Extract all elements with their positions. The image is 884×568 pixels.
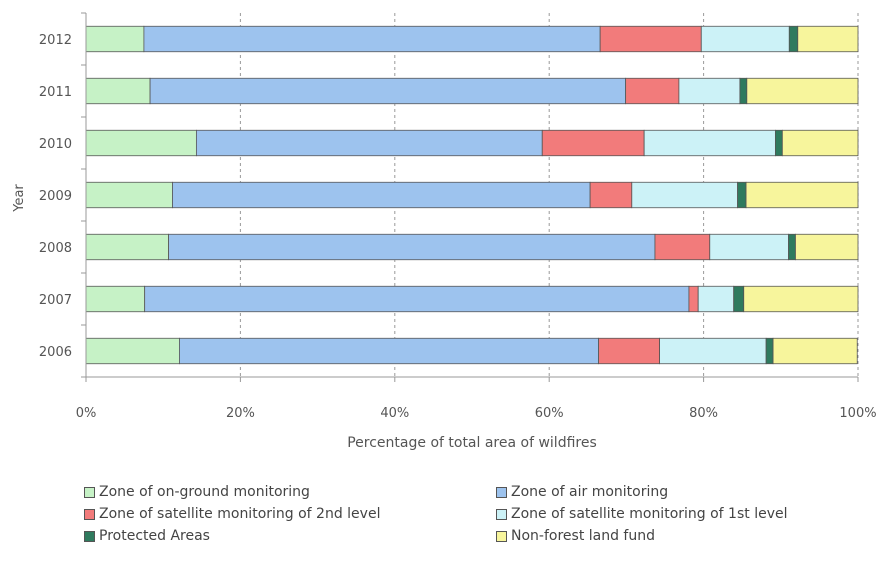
y-tick-labels: 2012 2011 2010 2009 2008 2007 2006 [39,12,86,378]
legend-item: Zone of on-ground monitoring [84,484,310,500]
bar-segment-2009-3 [631,181,738,209]
bar-segment-2010-5 [781,129,859,157]
bar-segment-2012-0 [85,25,145,53]
y-tick-label: 2006 [39,345,72,360]
bar-segment-2007-4 [733,285,745,313]
bar-segment-2012-3 [700,25,790,53]
legend-item: Non-forest land fund [496,528,655,544]
bar-segment-2010-0 [85,129,197,157]
bar-segment-2007-2 [688,285,699,313]
bar-segment-2006-5 [772,337,858,365]
bar-segment-2011-2 [625,77,680,105]
legend-swatch [496,508,507,520]
bar-segment-2011-0 [85,77,151,105]
x-tick-label: 40% [380,406,409,421]
bar-segment-2007-5 [743,285,859,313]
y-tick-label: 2007 [39,293,72,308]
legend-item: Protected Areas [84,528,210,544]
bar-segment-2006-4 [765,337,774,365]
x-axis-label: Percentage of total area of wildfires [347,435,597,451]
y-tick-label: 2008 [39,241,72,256]
legend-item: Zone of satellite monitoring of 2nd leve… [84,506,380,522]
y-tick-label: 2012 [39,33,72,48]
bar-segment-2011-3 [678,77,741,105]
bar-segment-2012-1 [143,25,601,53]
x-tick-labels: 0% 20% 40% 60% 80% 100% [76,377,877,421]
y-tick-label: 2009 [39,189,72,204]
x-tick-label: 60% [535,406,564,421]
bar-segment-2012-4 [788,25,799,53]
bar-segment-2012-2 [599,25,702,53]
bar-segment-2007-1 [144,285,690,313]
legend-swatch [84,508,95,520]
legend-swatch [84,530,95,542]
bar-segment-2008-2 [654,233,711,261]
bar-segment-2006-0 [85,337,180,365]
bar-segment-2007-0 [85,285,146,313]
legend-label: Non-forest land fund [511,528,655,544]
legend-label: Zone of satellite monitoring of 2nd leve… [99,506,381,522]
legend-swatch [496,486,507,498]
bar-segment-2010-2 [541,129,645,157]
x-tick-label: 100% [839,406,876,421]
bar-segment-2012-5 [797,25,859,53]
bar-segment-2009-4 [737,181,747,209]
bar-segment-2009-5 [745,181,859,209]
legend-label: Zone of air monitoring [511,484,669,500]
x-tick-label: 20% [226,406,255,421]
stacked-bar-chart: 2012 2011 2010 2009 2008 2007 2006 0% 20% 40% 60%… [12,12,877,451]
bar-segment-2008-0 [85,233,170,261]
bar-segment-2010-3 [643,129,776,157]
legend-label: Zone of satellite monitoring of 1st leve… [511,506,788,522]
bar-segment-2008-4 [788,233,796,261]
bar-segment-2006-1 [179,337,600,365]
bar-segment-2008-1 [168,233,656,261]
bar-segment-2010-1 [195,129,543,157]
legend-label: Zone of on-ground monitoring [99,484,310,500]
x-tick-label: 0% [76,406,97,421]
bar-segment-2006-2 [598,337,660,365]
legend-item: Zone of air monitoring [496,484,668,500]
bar-segment-2008-5 [795,233,859,261]
bar-segments [85,25,859,365]
bar-segment-2009-2 [589,181,633,209]
legend-swatch [84,486,95,498]
bar-segment-2009-0 [85,181,173,209]
legend-swatch [496,530,507,542]
bar-segment-2011-1 [149,77,627,105]
y-axis-label: Year [12,184,27,213]
bar-segment-2011-4 [739,77,748,105]
legend-item: Zone of satellite monitoring of 1st leve… [496,506,788,522]
bar-segment-2007-3 [697,285,735,313]
bar-segment-2008-3 [709,233,789,261]
legend-label: Protected Areas [99,528,210,544]
x-tick-label: 80% [689,406,718,421]
bar-segment-2009-1 [172,181,591,209]
y-tick-label: 2011 [39,85,72,100]
y-tick-label: 2010 [39,137,72,152]
bar-segment-2010-4 [774,129,783,157]
bar-segment-2011-5 [746,77,859,105]
bar-segment-2006-3 [659,337,767,365]
